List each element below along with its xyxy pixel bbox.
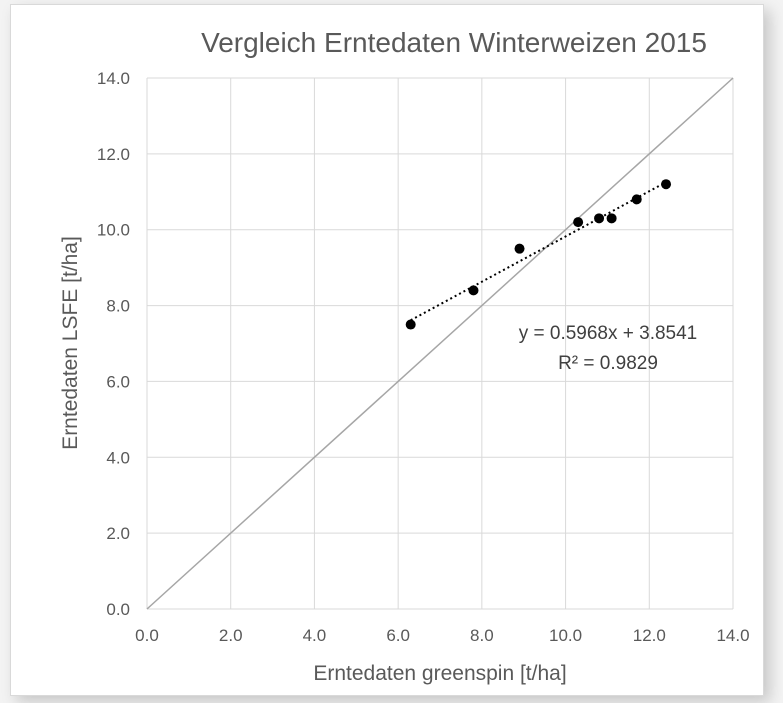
y-axis-label: Erntedaten LSFE [t/ha] (59, 236, 82, 450)
x-tick-label: 0.0 (135, 626, 159, 645)
trendline-equation: y = 0.5968x + 3.8541 (519, 323, 698, 344)
x-tick-label: 6.0 (386, 626, 410, 645)
y-tick-label: 0.0 (106, 600, 130, 619)
reference-line-group (146, 77, 734, 610)
trendline-group (410, 181, 667, 322)
data-point (594, 213, 605, 224)
y-tick-label: 8.0 (106, 297, 130, 316)
chart-frame (10, 4, 764, 696)
x-tick-labels: 0.0 2.0 4.0 6.0 8.0 10.0 12.0 14.0 (135, 626, 749, 645)
x-tick-label: 10.0 (549, 626, 582, 645)
x-tick-label: 12.0 (633, 626, 666, 645)
x-tick-label: 2.0 (219, 626, 243, 645)
data-point (514, 243, 525, 254)
data-point (468, 285, 479, 296)
data-point (606, 213, 617, 224)
data-point (405, 319, 416, 330)
y-tick-label: 4.0 (106, 448, 130, 467)
trendline (410, 181, 667, 322)
y-tick-labels: 0.0 2.0 4.0 6.0 8.0 10.0 12.0 14.0 (97, 69, 130, 619)
x-axis-label: Erntedaten greenspin [t/ha] (313, 662, 566, 685)
gridlines (146, 77, 734, 610)
x-tick-label: 4.0 (303, 626, 327, 645)
x-tick-label: 8.0 (470, 626, 494, 645)
data-point (573, 217, 584, 228)
y-tick-label: 6.0 (106, 372, 130, 391)
x-tick-label: 14.0 (716, 626, 749, 645)
y-tick-label: 10.0 (97, 221, 130, 240)
reference-line (146, 77, 734, 610)
r-squared-label: R² = 0.9829 (558, 353, 658, 374)
data-points (405, 179, 672, 330)
chart-title: Vergleich Erntedaten Winterweizen 2015 (201, 27, 707, 58)
y-tick-label: 12.0 (97, 145, 130, 164)
data-point (661, 179, 672, 190)
y-tick-label: 2.0 (106, 524, 130, 543)
y-tick-label: 14.0 (97, 69, 130, 88)
data-point (631, 194, 642, 205)
